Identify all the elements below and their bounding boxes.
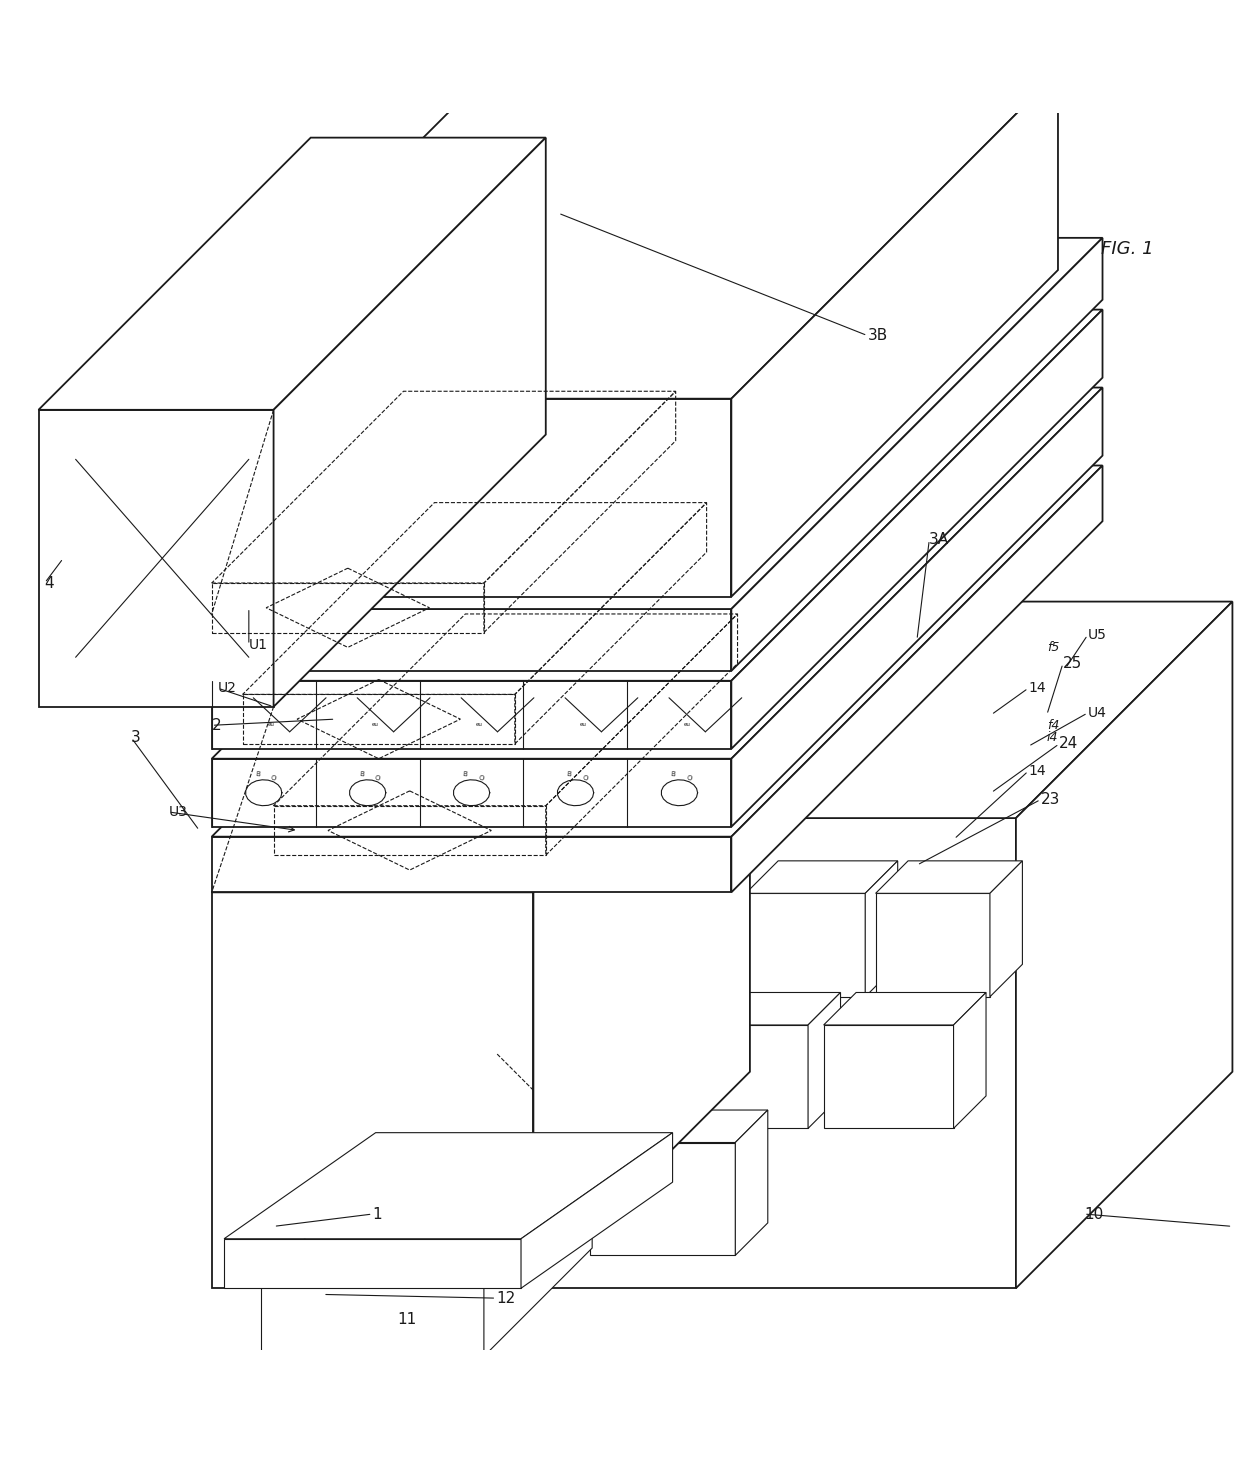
Polygon shape <box>162 399 732 597</box>
Polygon shape <box>212 310 1102 680</box>
Polygon shape <box>732 388 1102 827</box>
Polygon shape <box>1016 601 1233 1289</box>
Text: B: B <box>255 771 260 777</box>
Text: 3: 3 <box>131 730 141 745</box>
Text: U1: U1 <box>249 638 268 652</box>
Polygon shape <box>590 1110 768 1143</box>
Polygon shape <box>212 676 750 892</box>
Text: O: O <box>374 775 381 781</box>
Text: FIG. 1: FIG. 1 <box>1101 240 1153 257</box>
Polygon shape <box>224 1239 521 1289</box>
Text: eu: eu <box>372 723 379 727</box>
Text: 4: 4 <box>45 575 55 591</box>
Polygon shape <box>590 1143 735 1255</box>
Polygon shape <box>224 1132 672 1239</box>
Polygon shape <box>162 72 1058 399</box>
Text: B: B <box>358 771 365 777</box>
Polygon shape <box>823 992 986 1026</box>
Polygon shape <box>875 894 990 996</box>
Polygon shape <box>678 1026 808 1128</box>
Text: O: O <box>270 775 277 781</box>
Text: 1: 1 <box>372 1207 382 1222</box>
Polygon shape <box>496 818 1016 1289</box>
Polygon shape <box>866 860 898 996</box>
Text: eu: eu <box>476 723 482 727</box>
Text: 12: 12 <box>496 1290 516 1305</box>
Polygon shape <box>38 410 274 707</box>
Text: 10: 10 <box>1084 1207 1104 1222</box>
Polygon shape <box>262 1282 484 1356</box>
Polygon shape <box>732 465 1102 892</box>
Text: 14: 14 <box>1028 682 1045 695</box>
Polygon shape <box>954 992 986 1128</box>
Text: 24: 24 <box>1059 736 1079 752</box>
Polygon shape <box>990 860 1023 996</box>
Polygon shape <box>521 1132 672 1289</box>
Text: 23: 23 <box>1040 791 1060 808</box>
Polygon shape <box>212 238 1102 609</box>
Text: eu: eu <box>580 723 587 727</box>
Polygon shape <box>745 894 866 996</box>
Text: U3: U3 <box>169 805 187 819</box>
Polygon shape <box>262 1173 593 1282</box>
Text: 25: 25 <box>1063 655 1083 672</box>
Polygon shape <box>678 992 841 1026</box>
Text: f4: f4 <box>1047 718 1059 732</box>
Polygon shape <box>212 680 732 749</box>
Polygon shape <box>745 860 898 894</box>
Text: 3A: 3A <box>929 533 950 547</box>
Polygon shape <box>732 72 1058 597</box>
Polygon shape <box>212 465 1102 837</box>
Text: B: B <box>567 771 572 777</box>
Polygon shape <box>732 238 1102 672</box>
Text: eu: eu <box>268 723 275 727</box>
Text: 3B: 3B <box>868 328 888 344</box>
Polygon shape <box>875 860 1023 894</box>
Text: i4: i4 <box>1047 732 1059 745</box>
Polygon shape <box>735 1110 768 1255</box>
Text: O: O <box>583 775 588 781</box>
Polygon shape <box>808 992 841 1128</box>
Text: f5: f5 <box>1047 641 1059 654</box>
Text: U4: U4 <box>1087 707 1106 720</box>
Polygon shape <box>732 310 1102 749</box>
Text: O: O <box>479 775 485 781</box>
Text: U5: U5 <box>1087 628 1106 642</box>
Polygon shape <box>533 676 750 1289</box>
Polygon shape <box>274 138 546 707</box>
Polygon shape <box>212 759 732 827</box>
Polygon shape <box>496 601 1233 818</box>
Polygon shape <box>484 1173 593 1356</box>
Polygon shape <box>212 609 732 672</box>
Text: U2: U2 <box>218 682 237 695</box>
Text: B: B <box>463 771 467 777</box>
Text: 2: 2 <box>212 718 222 733</box>
Text: 14: 14 <box>1028 764 1045 778</box>
Polygon shape <box>212 388 1102 759</box>
Text: O: O <box>687 775 692 781</box>
Text: eu: eu <box>683 723 691 727</box>
Text: B: B <box>671 771 676 777</box>
Polygon shape <box>38 138 546 410</box>
Text: 11: 11 <box>397 1312 417 1327</box>
Polygon shape <box>212 892 533 1289</box>
Polygon shape <box>212 837 732 892</box>
Polygon shape <box>823 1026 954 1128</box>
